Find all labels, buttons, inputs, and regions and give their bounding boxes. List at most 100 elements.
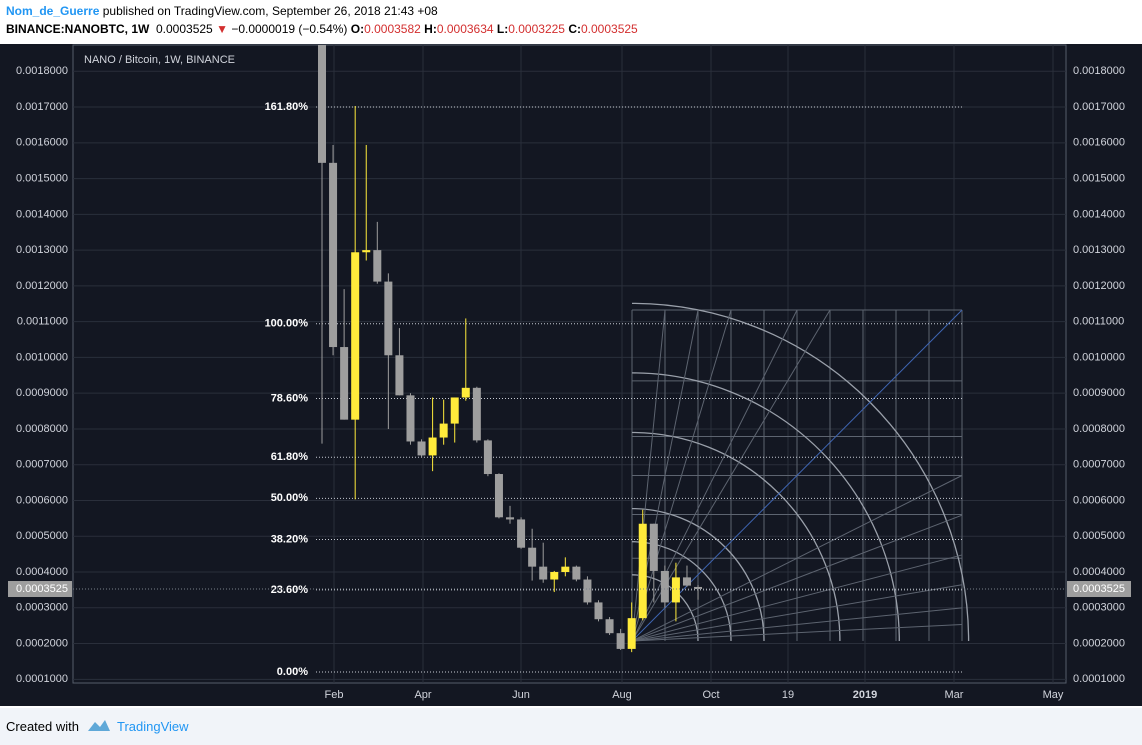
candle-body [373, 250, 382, 282]
candle-body [583, 579, 592, 603]
y-tick-label: 0.0002000 [16, 637, 68, 649]
y-tick-label: 0.0005000 [16, 530, 68, 542]
change: −0.0000019 (−0.54%) [231, 22, 348, 36]
candle-body [340, 347, 349, 420]
x-tick-label: Aug [612, 689, 632, 701]
candle-body [472, 387, 481, 441]
candle-body [417, 441, 426, 456]
chart: NANO / Bitcoin, 1W, BINANCE Feb Apr Jun Aug… [0, 44, 1142, 706]
x-tick-label: Apr [414, 689, 431, 701]
y-tick-label-right: 0.0009000 [1073, 387, 1125, 399]
logo [88, 720, 110, 731]
candle-body [694, 586, 703, 590]
x-tick-label: Mar [945, 689, 964, 701]
candle-body [406, 395, 415, 442]
fib-label: 161.80% [265, 101, 309, 113]
y-tick-label: 0.0015000 [16, 172, 68, 184]
x-tick-label: Jun [512, 689, 530, 701]
created-with: Created with [6, 719, 79, 734]
y-tick-label: 0.0004000 [16, 566, 68, 578]
y-tick-label-right: 0.0014000 [1073, 208, 1125, 220]
y-tick-label-right: 0.0010000 [1073, 351, 1125, 363]
published: published on TradingView.com, September … [102, 4, 438, 18]
candle-body [660, 570, 669, 603]
y-tick-label-right: 0.0011000 [1073, 316, 1124, 328]
y-tick-label-right: 0.0013000 [1073, 244, 1125, 256]
candle-body [318, 45, 326, 163]
candle-body [638, 523, 647, 619]
candle-body [395, 355, 404, 396]
o-label: O: [350, 22, 365, 36]
candle-body [616, 633, 625, 649]
y-tick-label: 0.0017000 [16, 101, 68, 113]
last: 0.0003525 [156, 22, 213, 36]
candle-body [627, 618, 636, 649]
l-value: 0.0003225 [508, 22, 565, 36]
candle-body [494, 474, 503, 518]
y-tick-label: 0.0011000 [17, 316, 68, 328]
h-value: 0.0003634 [436, 22, 494, 36]
y-tick-label-right: 0.0005000 [1073, 530, 1125, 542]
chart-title: NANO / Bitcoin, 1W, BINANCE [84, 54, 235, 66]
candle-body [362, 250, 371, 253]
y-tick-label-right: 0.0004000 [1073, 566, 1125, 578]
y-tick-label-right: 0.0008000 [1073, 423, 1125, 435]
candle-body [682, 577, 691, 586]
author[interactable]: Nom_de_Guerre [6, 4, 100, 18]
y-tick-label-right: 0.0003000 [1073, 602, 1125, 614]
y-tick-label: 0.0014000 [16, 208, 68, 220]
header: Nom_de_Guerre published on TradingView.c… [0, 0, 1142, 42]
y-tick-label: 0.0007000 [16, 459, 68, 471]
brand[interactable]: TradingView [117, 719, 189, 734]
candle-body [649, 523, 658, 571]
candle-body [550, 572, 559, 580]
x-tick-label: 2019 [853, 689, 877, 701]
down-arrow: ▼ [216, 22, 228, 36]
y-tick-label-right: 0.0015000 [1073, 172, 1125, 184]
candle-body [671, 577, 680, 603]
y-tick-label: 0.0010000 [16, 351, 68, 363]
quote-line: BINANCE:NANOBTC, 1W 0.0003525 ▼ −0.00000… [6, 22, 638, 36]
y-tick-label: 0.0001000 [16, 673, 68, 685]
candle-body [506, 517, 515, 520]
footer: Created with TradingView [0, 708, 1142, 745]
candle-body [351, 252, 360, 420]
o-value: 0.0003582 [364, 22, 421, 36]
candle-body [561, 566, 570, 573]
price-tag: 0.0003525 [1073, 583, 1125, 595]
candle-body [539, 566, 548, 580]
y-tick-label-right: 0.0018000 [1073, 65, 1125, 77]
candle-body [450, 397, 459, 424]
y-tick-label-right: 0.0007000 [1073, 459, 1125, 471]
fib-label: 50.00% [271, 492, 309, 504]
y-tick-label: 0.0003000 [16, 602, 68, 614]
chart-bg [0, 44, 1142, 706]
fib-label: 61.80% [271, 451, 309, 463]
gann-fan [631, 309, 732, 642]
y-tick-label-right: 0.0016000 [1073, 137, 1125, 149]
symbol: BINANCE:NANOBTC, 1W [6, 22, 150, 36]
y-tick-label-right: 0.0001000 [1073, 673, 1125, 685]
candle-body [329, 162, 338, 348]
publish-line: Nom_de_Guerre published on TradingView.c… [6, 4, 438, 18]
y-tick-label: 0.0013000 [16, 244, 68, 256]
fib-label: 0.00% [277, 666, 308, 678]
candle-body [605, 619, 614, 634]
x-tick-label: Feb [325, 689, 344, 701]
price-tag: 0.0003525 [16, 583, 68, 595]
candle-body [428, 437, 437, 456]
h-label: H: [424, 22, 437, 36]
fib-label: 38.20% [271, 533, 309, 545]
l-label: L: [496, 22, 509, 36]
gann-fan [631, 475, 963, 642]
y-tick-label: 0.0012000 [16, 280, 68, 292]
x-tick-label: Oct [702, 689, 719, 701]
candle-body [528, 547, 537, 567]
y-tick-label: 0.0008000 [16, 423, 68, 435]
fib-label: 100.00% [265, 318, 309, 330]
y-tick-label-right: 0.0002000 [1073, 637, 1125, 649]
candle-body [439, 423, 448, 438]
candle-body [594, 602, 603, 620]
candle-body [572, 566, 581, 580]
